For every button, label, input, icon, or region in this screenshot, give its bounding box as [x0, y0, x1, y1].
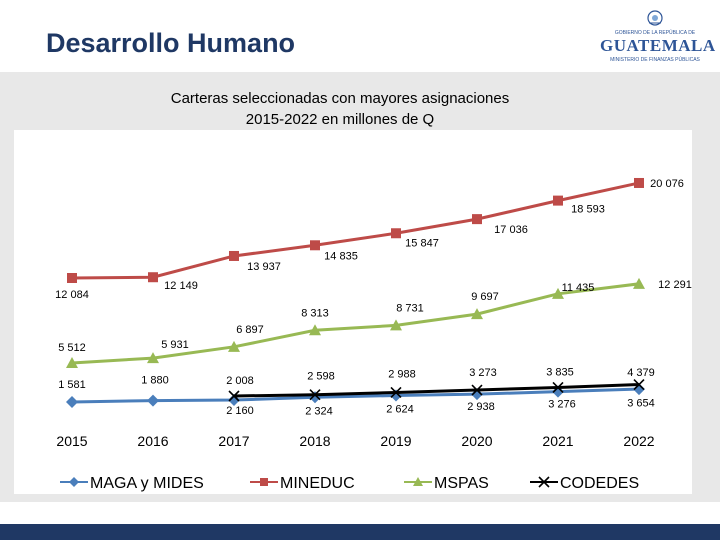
x-tick-label-2019: 2019: [380, 433, 411, 449]
point-codedes-2020: [471, 384, 483, 396]
x-tick-label-2015: 2015: [56, 433, 87, 449]
data-label-mspas-2019: 8 731: [396, 302, 424, 314]
data-label-mineduc-2019: 15 847: [405, 237, 439, 249]
point-mineduc-2018: [310, 240, 320, 251]
data-label-codedes-2017: 2 160: [226, 405, 254, 417]
point-maga-y-mides-2015: [66, 396, 78, 408]
data-label-codedes-2022: 3 654: [627, 398, 655, 410]
data-label-maga-y-mides-2019: 2 988: [388, 368, 416, 380]
point-codedes-2018: [309, 389, 321, 401]
legend-marker-mspas: [413, 477, 423, 486]
point-mineduc-2020: [472, 214, 482, 225]
point-mineduc-2017: [229, 250, 239, 261]
data-label-mspas-2017: 6 897: [236, 324, 264, 336]
data-label-mspas-2020: 9 697: [471, 291, 499, 303]
data-label-mineduc-2020: 17 036: [494, 224, 528, 236]
point-mspas-2016: [147, 352, 159, 364]
data-label-mineduc-2015: 12 084: [55, 289, 89, 301]
data-label-mineduc-2021: 18 593: [571, 204, 605, 216]
logo-sub-line: MINISTERIO DE FINANZAS PÚBLICAS: [610, 57, 700, 63]
point-mineduc-2015: [67, 273, 77, 283]
data-label-mspas-2015: 5 512: [58, 342, 86, 354]
series-line-mspas: [71, 282, 640, 365]
chart-title-line-1: Carteras seleccionadas con mayores asign…: [170, 90, 510, 107]
x-tick-label-2017: 2017: [218, 433, 249, 449]
chart-plot-area: 1 581 1 880 2 008 2 598 2 988 3 273 3 835 4 379…: [14, 130, 692, 494]
series-line-mineduc: [71, 181, 640, 280]
series-line-codedes: [233, 383, 640, 398]
point-codedes-2019: [390, 386, 402, 399]
footer-bar: [0, 524, 720, 540]
point-mspas-2017: [228, 340, 240, 352]
header: Desarrollo Humano GOBIERNO DE LA REPÚBLI…: [0, 0, 720, 72]
point-mineduc-2022: [634, 177, 644, 188]
point-mspas-2021: [552, 287, 564, 299]
data-label-mineduc-2022: 20 076: [650, 178, 684, 190]
data-label-codedes-2019: 2 624: [386, 403, 414, 415]
point-maga-y-mides-2018: [309, 391, 321, 404]
data-label-mineduc-2016: 12 149: [164, 280, 198, 292]
coat-of-arms-icon: [647, 10, 663, 26]
point-mspas-2015: [66, 357, 78, 368]
point-mspas-2022: [633, 277, 645, 289]
data-label-mineduc-2018: 14 835: [324, 250, 358, 262]
point-mspas-2019: [390, 319, 402, 331]
x-tick-label-2022: 2022: [623, 433, 654, 449]
logo-name: GUATEMALA: [600, 36, 716, 55]
x-tick-label-2018: 2018: [299, 433, 330, 449]
x-tick-label-2021: 2021: [542, 433, 573, 449]
point-codedes-2022: [633, 379, 645, 391]
data-label-maga-y-mides-2016: 1 880: [141, 375, 169, 387]
legend-marker-mineduc: [260, 478, 268, 486]
data-label-maga-y-mides-2020: 3 273: [469, 367, 497, 379]
data-label-maga-y-mides-2018: 2 598: [307, 370, 335, 382]
legend-marker-maga-y-mides: [69, 477, 79, 487]
data-label-mspas-2018: 8 313: [301, 307, 329, 319]
point-mineduc-2021: [553, 195, 563, 206]
point-mspas-2020: [471, 308, 483, 320]
guatemala-logo: GOBIERNO DE LA REPÚBLICA DE GUATEMALA MI…: [600, 8, 716, 66]
point-maga-y-mides-2016: [147, 394, 159, 407]
legend-marker-codedes: [538, 476, 550, 488]
logo-top-line: GOBIERNO DE LA REPÚBLICA DE: [614, 30, 696, 36]
point-mineduc-2016: [148, 272, 158, 283]
chart-title-line-2: 2015-2022 en millones de Q: [245, 111, 435, 128]
point-codedes-2021: [552, 381, 564, 394]
chart-title: Carteras seleccionadas con mayores asign…: [0, 88, 680, 130]
data-label-mspas-2021: 11 435: [562, 282, 595, 294]
data-label-maga-y-mides-2021: 3 835: [546, 367, 574, 379]
data-label-maga-y-mides-2022: 4 379: [627, 367, 655, 379]
legend-label-mspas: MSPAS: [434, 475, 489, 492]
page-title: Desarrollo Humano: [46, 28, 296, 58]
series-line-maga-y-mides: [71, 387, 640, 404]
data-label-codedes-2018: 2 324: [305, 406, 333, 418]
point-codedes-2017: [228, 390, 240, 402]
point-mineduc-2019: [391, 228, 401, 239]
legend-label-maga-y-mides: MAGA y MIDES: [90, 475, 204, 492]
x-tick-label-2016: 2016: [137, 433, 168, 449]
point-mspas-2018: [309, 324, 321, 336]
legend-label-mineduc: MINEDUC: [280, 475, 355, 492]
legend-label-codedes: CODEDES: [560, 475, 639, 492]
data-label-mspas-2016: 5 931: [161, 339, 189, 351]
data-label-mspas-2022: 12 291: [658, 279, 692, 291]
data-label-mineduc-2017: 13 937: [247, 261, 281, 273]
x-tick-label-2020: 2020: [461, 433, 492, 449]
data-label-maga-y-mides-2015: 1 581: [58, 379, 86, 391]
data-label-codedes-2021: 3 276: [548, 398, 576, 410]
data-label-maga-y-mides-2017: 2 008: [226, 375, 254, 387]
data-label-codedes-2020: 2 938: [467, 401, 495, 413]
line-chart: 1 581 1 880 2 008 2 598 2 988 3 273 3 835 4 379…: [55, 177, 692, 492]
